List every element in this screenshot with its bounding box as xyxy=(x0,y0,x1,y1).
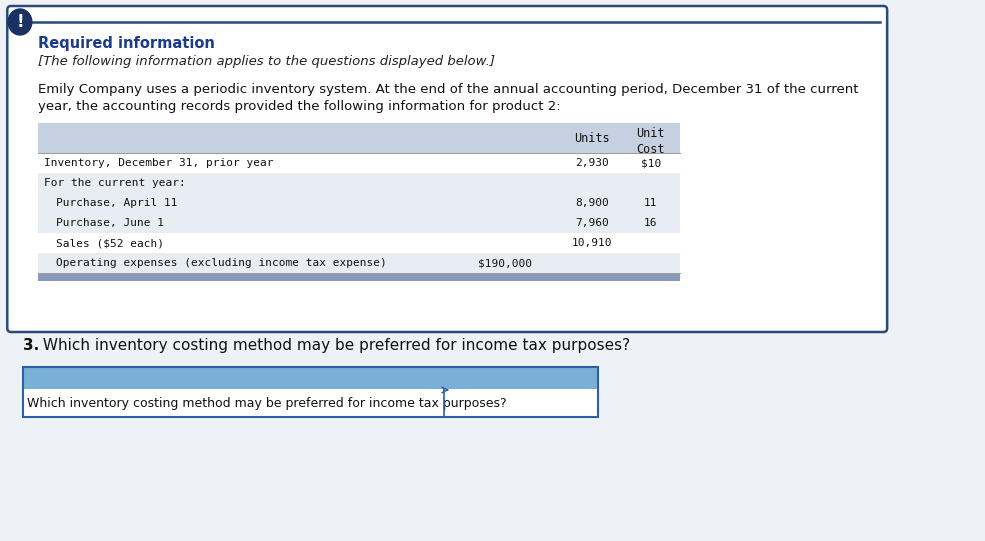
Text: Unit
Cost: Unit Cost xyxy=(636,127,665,156)
Bar xyxy=(38,233,680,253)
Text: 8,900: 8,900 xyxy=(575,198,609,208)
Text: year, the accounting records provided the following information for product 2:: year, the accounting records provided th… xyxy=(38,100,560,113)
Bar xyxy=(38,123,680,153)
Bar xyxy=(23,367,598,389)
Bar xyxy=(38,193,680,213)
Bar xyxy=(38,253,680,273)
Text: [The following information applies to the questions displayed below.]: [The following information applies to th… xyxy=(38,55,495,68)
Text: Required information: Required information xyxy=(38,36,215,51)
Text: 2,930: 2,930 xyxy=(575,158,609,168)
Text: Operating expenses (excluding income tax expense): Operating expenses (excluding income tax… xyxy=(56,258,387,268)
Circle shape xyxy=(8,9,32,35)
Bar xyxy=(38,153,680,173)
Bar xyxy=(38,213,680,233)
Text: For the current year:: For the current year: xyxy=(43,178,185,188)
Text: Emily Company uses a periodic inventory system. At the end of the annual account: Emily Company uses a periodic inventory … xyxy=(38,83,859,96)
Bar xyxy=(38,173,680,193)
Text: 16: 16 xyxy=(644,218,658,228)
Text: Units: Units xyxy=(574,132,610,145)
Text: $190,000: $190,000 xyxy=(479,258,532,268)
Text: Inventory, December 31, prior year: Inventory, December 31, prior year xyxy=(43,158,273,168)
Bar xyxy=(23,389,598,417)
Text: $10: $10 xyxy=(640,158,661,168)
Text: Purchase, April 11: Purchase, April 11 xyxy=(56,198,178,208)
Text: Purchase, June 1: Purchase, June 1 xyxy=(56,218,164,228)
Text: Which inventory costing method may be preferred for income tax purposes?: Which inventory costing method may be pr… xyxy=(28,397,507,410)
Text: Sales ($52 each): Sales ($52 each) xyxy=(56,238,164,248)
FancyBboxPatch shape xyxy=(7,6,887,332)
Text: 7,960: 7,960 xyxy=(575,218,609,228)
Text: !: ! xyxy=(16,13,24,31)
Text: 3.: 3. xyxy=(23,338,39,353)
Text: 11: 11 xyxy=(644,198,658,208)
Bar xyxy=(38,274,680,281)
Text: 10,910: 10,910 xyxy=(571,238,612,248)
Text: Which inventory costing method may be preferred for income tax purposes?: Which inventory costing method may be pr… xyxy=(38,338,630,353)
